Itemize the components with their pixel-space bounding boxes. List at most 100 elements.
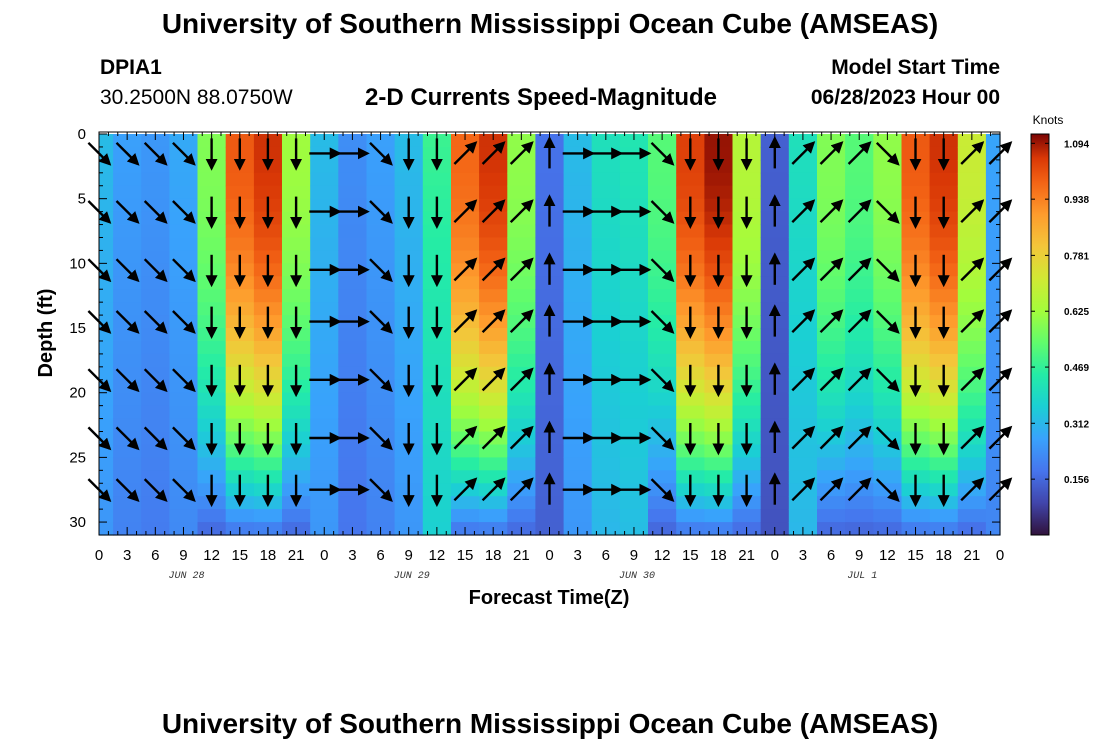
heatmap-cell (563, 341, 593, 355)
x-date-label: JUN 29 (394, 571, 430, 582)
heatmap-cell (141, 159, 170, 174)
heatmap-cell (619, 276, 649, 290)
heatmap-cell (676, 353, 705, 368)
heatmap-cell (817, 185, 846, 200)
heatmap-cell (704, 224, 734, 238)
heatmap-cell (817, 172, 846, 187)
heatmap-cell (788, 509, 818, 523)
heatmap-cell (957, 250, 987, 264)
current-vector-arrow (791, 425, 816, 450)
heatmap-cell (253, 353, 283, 368)
heatmap-cell (957, 444, 987, 458)
heatmap-cell (169, 211, 199, 226)
heatmap-cell (873, 302, 903, 316)
heatmap-cell (929, 353, 959, 368)
heatmap-cell (113, 341, 142, 355)
heatmap-cell (507, 237, 537, 251)
heatmap-cell (451, 224, 480, 238)
heatmap-cell (282, 457, 311, 471)
heatmap-cell (310, 470, 339, 484)
heatmap-cell (591, 302, 621, 316)
heatmap-cell (99, 405, 114, 420)
heatmap-cell (113, 172, 142, 187)
heatmap-cell (817, 237, 846, 251)
heatmap-cell (366, 341, 396, 355)
heatmap-cell (338, 134, 368, 148)
heatmap-cell (957, 302, 987, 316)
heatmap-cell (451, 405, 480, 420)
heatmap-cell (310, 379, 339, 394)
heatmap-cell (253, 509, 283, 523)
heatmap-cell (985, 159, 1001, 174)
heatmap-cell (99, 483, 114, 497)
colorbar: Knots 0.156 0.312 0.469 0.625 0.781 0.938 1.09… (1030, 113, 1089, 536)
heatmap-cell (451, 185, 480, 200)
heatmap-cell (366, 379, 396, 394)
heatmap-cell (788, 496, 818, 510)
current-vector-arrow (369, 426, 393, 451)
heatmap-cell (225, 185, 255, 200)
heatmap-cell (845, 418, 874, 433)
heatmap-cell (253, 392, 283, 407)
heatmap-cell (563, 185, 593, 200)
heatmap-cell (310, 198, 339, 213)
heatmap-cell (282, 341, 311, 355)
heatmap-cell (901, 185, 931, 200)
heatmap-cell (788, 276, 818, 290)
heatmap-cell (648, 237, 677, 251)
heatmap-cell (169, 496, 199, 510)
current-vector-arrow (650, 426, 675, 451)
current-vector-arrow (819, 309, 844, 334)
heatmap-cell (507, 289, 537, 303)
heatmap-cell (197, 185, 227, 200)
current-vector-arrow (115, 258, 140, 283)
x-tick-label: 3 (573, 547, 581, 564)
heatmap-cell (788, 444, 818, 458)
heatmap-cell (929, 224, 959, 238)
heatmap-cell (366, 353, 396, 368)
heatmap-cell (929, 509, 959, 523)
heatmap-cell (99, 509, 114, 523)
x-date-label: JUN 28 (168, 571, 204, 582)
x-tick-label: 18 (485, 547, 502, 564)
current-vector-arrow (115, 310, 140, 334)
heatmap-cell (845, 341, 874, 355)
heatmap-cell (563, 353, 593, 368)
heatmap-cell (338, 353, 368, 368)
x-axis: 0 3 6 9 12 15 18 21 0 3 6 9 12 15 18 21 0 3 6 9 12 15 18 21 0 3 6 9… (95, 132, 1004, 582)
heatmap-cell (845, 457, 874, 471)
heatmap-cell (873, 237, 903, 251)
heatmap-cell (817, 353, 846, 368)
colorbar-tick-label: 1.094 (1064, 139, 1089, 150)
heatmap-cell (985, 522, 1001, 536)
current-vector-arrow (509, 257, 534, 282)
heatmap-cell (845, 509, 874, 523)
heatmap-cell (591, 366, 621, 381)
heatmap-cell (957, 224, 987, 238)
heatmap-cell (197, 341, 227, 355)
heatmap-cell (197, 172, 227, 187)
heatmap-cell (99, 302, 114, 316)
heatmap-cell (394, 405, 424, 420)
heatmap-cell (817, 211, 846, 226)
heatmap-cell (535, 405, 565, 420)
heatmap-cell (929, 457, 959, 471)
heatmap-cell (619, 302, 649, 316)
heatmap-cell (99, 146, 114, 161)
heatmap-cell (225, 353, 255, 368)
heatmap-cell (619, 379, 649, 394)
heatmap-cell (845, 224, 874, 238)
heatmap-cell (253, 405, 283, 420)
heatmap-cell (451, 457, 480, 471)
heatmap-cell (113, 237, 142, 251)
current-vector-arrow (453, 425, 478, 450)
heatmap-cell (479, 224, 508, 238)
heatmap-cell (845, 172, 874, 187)
current-vector-arrow (875, 258, 900, 283)
heatmap-cell (507, 509, 537, 523)
heatmap-cell (99, 470, 114, 484)
heatmap-cell (366, 237, 396, 251)
heatmap-cell (957, 392, 987, 407)
heatmap-cell (648, 405, 677, 420)
heatmap-cell (873, 341, 903, 355)
